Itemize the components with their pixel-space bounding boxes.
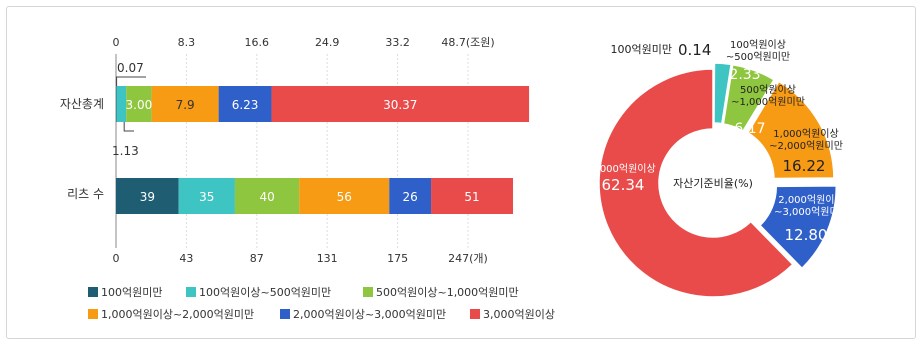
slice-name-label: 2,000억원이상 (778, 194, 843, 206)
donut-slice-3 (722, 63, 775, 133)
bar-value-label: 30.37 (383, 98, 417, 112)
bar-value-label: 6.23 (232, 98, 259, 112)
bar-segment-1 (116, 86, 117, 122)
bottom-tick-label: 87 (250, 252, 264, 265)
bar-value-label: 56 (337, 190, 352, 204)
bar-value-label: 40 (259, 190, 274, 204)
callout-line (116, 76, 146, 86)
bar-value-label: 35 (199, 190, 214, 204)
top-tick-label: 0 (113, 36, 120, 49)
bottom-tick-label: 0 (113, 252, 120, 265)
bar-segment-3 (234, 178, 300, 214)
legend-label: 100억원이상~500억원미만 (199, 286, 331, 299)
bar-segment-4 (299, 178, 390, 214)
donut-slice-2 (713, 62, 732, 125)
bar-segment-2 (116, 86, 127, 122)
donut-slice-4 (746, 80, 835, 180)
slice-name-label: 500억원이상 (740, 84, 796, 96)
bar-segment-1 (116, 178, 179, 214)
bar-value-label: 26 (402, 190, 417, 204)
slice-value-label: 62.34 (602, 176, 645, 194)
bar-value-label: 1.13 (112, 144, 139, 158)
top-tick-label: 48.7(조원) (441, 36, 494, 49)
slice-name-label: 1,000억원이상 (773, 128, 838, 140)
slice-name-label: ~500억원미만 (726, 51, 790, 63)
slice-name-label: ~1,000억원미만 (731, 96, 805, 108)
legend-label: 500억원이상~1,000억원미만 (376, 286, 519, 299)
bar-value-label: 39 (140, 190, 155, 204)
slice-name-label: ~3,000억원미만 (774, 206, 848, 218)
category-label: 리츠 수 (67, 187, 104, 201)
legend-swatch (88, 309, 98, 319)
bar-segment-3 (126, 86, 152, 122)
bottom-tick-label: 247(개) (448, 252, 488, 265)
bar-value-label: 51 (464, 190, 479, 204)
top-tick-label: 16.6 (245, 36, 270, 49)
legend-label: 100억원미만 (101, 286, 162, 299)
top-tick-label: 8.3 (178, 36, 196, 49)
top-tick-label: 24.9 (315, 36, 340, 49)
slice-value-label: 6.17 (734, 121, 765, 137)
donut-slice-5 (758, 185, 837, 270)
slice-name-label: 3,000억원이상 (590, 163, 655, 175)
bottom-tick-label: 175 (387, 252, 408, 265)
slice-name-label: 100억원이상 (730, 39, 786, 51)
category-label: 자산총계 (60, 97, 104, 111)
top-tick-label: 33.2 (385, 36, 410, 49)
bar-segment-5 (218, 86, 272, 122)
bar-segment-2 (178, 178, 235, 214)
bar-value-label: 7.9 (176, 98, 195, 112)
legend-label: 2,000억원이상~3,000억원미만 (293, 308, 446, 321)
slice-name-label: 100억원미만 (611, 43, 672, 56)
bottom-tick-label: 43 (179, 252, 193, 265)
legend-swatch (470, 309, 480, 319)
bar-value-label: 3.00 (126, 98, 153, 112)
slice-name-label: ~2,000억원미만 (769, 140, 843, 152)
slice-value-label: 2.33 (729, 67, 760, 83)
bar-segment-4 (151, 86, 219, 122)
donut-slice-6 (598, 68, 794, 298)
slice-value-label: 0.14 (678, 41, 711, 59)
slice-value-label: 12.80 (785, 226, 828, 244)
bar-segment-5 (389, 178, 432, 214)
legend-swatch (88, 287, 98, 297)
legend-label: 1,000억원이상~2,000억원미만 (101, 308, 254, 321)
donut-center-label: 자산기준비율(%) (673, 177, 753, 190)
legend-label: 3,000억원이상 (483, 308, 555, 321)
bottom-tick-label: 131 (317, 252, 338, 265)
legend-swatch (186, 287, 196, 297)
legend-swatch (280, 309, 290, 319)
bar-segment-6 (431, 178, 514, 214)
legend-swatch (363, 287, 373, 297)
bar-segment-6 (271, 86, 530, 122)
callout-line (123, 122, 134, 132)
bar-value-label: 0.07 (117, 61, 144, 75)
slice-value-label: 16.22 (783, 157, 826, 175)
